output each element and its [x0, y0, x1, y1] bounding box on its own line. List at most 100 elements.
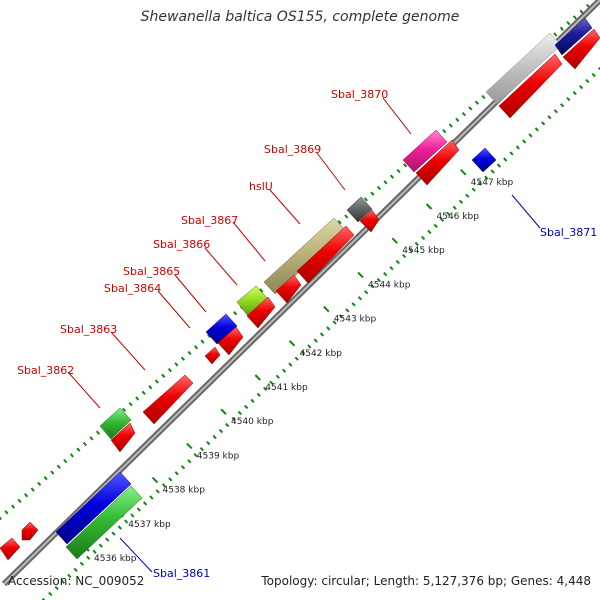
- outer-ring-upper-dash-27: [174, 362, 179, 367]
- outer-ring-lower-dash-11: [111, 531, 116, 536]
- outer-ring-upper-dash-53: [344, 214, 349, 219]
- outer-ring-lower-dash-78: [534, 127, 539, 132]
- kbp-major-tick-9: [391, 237, 399, 244]
- outer-ring-lower-dash-7: [86, 555, 91, 560]
- outer-ring-upper-dash-4: [24, 493, 29, 498]
- outer-ring-upper-dash-25: [161, 373, 166, 378]
- outer-ring-lower-dash-5: [73, 567, 78, 572]
- kbp-tick-marks: [83, 169, 467, 552]
- outer-ring-lower-dash-82: [559, 103, 565, 108]
- outer-ring-lower-dash-3: [60, 579, 66, 584]
- gene-red-hslu[interactable]: [296, 225, 355, 284]
- outer-ring-lower-dash-87: [591, 72, 596, 78]
- gene-label-sbal-3861[interactable]: Sbal_3861: [153, 567, 210, 580]
- outer-ring-upper-dash-26: [167, 367, 172, 373]
- gene-label-sbal-3867[interactable]: Sbal_3867: [181, 214, 238, 227]
- gene-red-3870[interactable]: [415, 139, 460, 186]
- gene-blue-right[interactable]: [471, 147, 497, 173]
- outer-ring-lower-dash-14: [130, 513, 135, 518]
- kbp-major-tick-6: [288, 340, 296, 347]
- leader-sbal-3871: [511, 194, 541, 229]
- gene-blue-small[interactable]: [205, 313, 238, 345]
- gene-label-sbal-3870[interactable]: Sbal_3870: [331, 88, 388, 101]
- outer-ring-lower: [41, 66, 600, 600]
- outer-ring-lower-dash-45: [326, 326, 331, 331]
- gene-label-sbal-3869[interactable]: Sbal_3869: [264, 143, 321, 156]
- outer-ring-upper-dash-56: [363, 197, 368, 202]
- gene-red-3865[interactable]: [217, 326, 244, 356]
- outer-ring-lower-dash-60: [420, 235, 426, 241]
- kbp-label: 4538 kbp: [163, 486, 206, 496]
- outer-ring-lower-dash-4: [67, 573, 72, 578]
- outer-ring-upper-dash-20: [128, 402, 133, 407]
- gene-pink[interactable]: [402, 129, 448, 173]
- map-title: Shewanella baltica OS155, complete genom…: [140, 9, 460, 25]
- gene-gray-small[interactable]: [346, 196, 373, 223]
- outer-ring-upper-dash-58: [376, 185, 381, 191]
- leader-sbal-3870: [382, 97, 412, 135]
- gene-red-3867[interactable]: [275, 274, 302, 304]
- gene-red-3863[interactable]: [142, 374, 194, 425]
- outer-ring-lower-dash-86: [585, 78, 590, 84]
- outer-ring-upper-dash-32: [207, 333, 212, 339]
- outer-ring-upper-dash-31: [200, 339, 205, 344]
- outer-ring-lower-dash-43: [313, 338, 318, 343]
- gene-blue-long[interactable]: [55, 471, 132, 545]
- outer-ring-upper-dash-88: [572, 15, 577, 20]
- outer-ring-lower-dash-88: [597, 66, 600, 71]
- outer-ring-lower-dash-31: [237, 410, 242, 416]
- outer-ring-lower-dash-35: [263, 386, 268, 391]
- outer-ring-lower-dash-53: [376, 278, 381, 283]
- leader-sbal-3864: [157, 290, 191, 329]
- outer-ring-upper-dash-24: [154, 379, 159, 384]
- outer-ring-lower-dash-55: [389, 266, 394, 271]
- outer-ring-upper-dash-52: [337, 220, 342, 225]
- gene-green-small[interactable]: [99, 407, 132, 440]
- gene-label-sbal-3864[interactable]: Sbal_3864: [104, 282, 161, 295]
- outer-ring-lower-dash-68: [471, 187, 476, 192]
- outer-ring-lower-dash-16: [142, 501, 148, 506]
- outer-ring-lower-dash-57: [402, 253, 407, 259]
- gene-red-3866[interactable]: [246, 296, 276, 329]
- gene-label-sbal-3863[interactable]: Sbal_3863: [60, 323, 117, 336]
- gene-red-top-right[interactable]: [562, 28, 600, 70]
- outer-ring-upper-dash-9: [56, 464, 61, 469]
- leader-sbal-3867: [232, 221, 266, 262]
- outer-ring-lower-dash-83: [566, 97, 571, 102]
- gene-label-sbal-3866[interactable]: Sbal_3866: [153, 238, 210, 251]
- outer-ring-lower-dash-21: [174, 471, 179, 476]
- outer-ring-lower-dash-17: [149, 495, 154, 500]
- kbp-major-tick-10: [425, 203, 433, 210]
- kbp-label: 4545 kbp: [402, 246, 445, 256]
- gene-label-sbal-3871[interactable]: Sbal_3871: [540, 226, 597, 239]
- gene-label-hslu[interactable]: hslU: [249, 180, 273, 193]
- outer-ring-upper-dash-59: [383, 180, 388, 185]
- kbp-label: 4546 kbp: [437, 212, 480, 222]
- gene-red-right-long[interactable]: [498, 53, 563, 119]
- gene-red-small-1[interactable]: [21, 521, 39, 541]
- gene-red-3869[interactable]: [359, 209, 380, 233]
- outer-ring-lower-dash-80: [547, 115, 552, 120]
- gene-navy-top[interactable]: [554, 17, 593, 56]
- kbp-major-tick-11: [460, 169, 467, 176]
- kbp-major-tick-4: [220, 408, 227, 415]
- outer-ring-lower-dash-59: [414, 241, 419, 247]
- outer-ring-lower-dash-81: [553, 109, 558, 114]
- gene-red-3862[interactable]: [110, 422, 136, 453]
- gene-green-long[interactable]: [65, 485, 143, 560]
- outer-ring-lower-dash-58: [408, 247, 413, 253]
- outer-ring-lower-dash-10: [105, 537, 110, 542]
- outer-ring-upper-dash-3: [17, 498, 22, 504]
- outer-ring-lower-dash-1: [48, 591, 53, 597]
- leader-sbal-3863: [110, 331, 146, 371]
- outer-ring-upper-dash-30: [193, 345, 199, 350]
- outer-ring-upper-dash-21: [135, 396, 140, 401]
- outer-ring-lower-dash-54: [383, 272, 388, 277]
- gene-red-3864[interactable]: [204, 346, 221, 365]
- gene-label-sbal-3862[interactable]: Sbal_3862: [17, 364, 74, 377]
- gene-label-sbal-3865[interactable]: Sbal_3865: [123, 265, 180, 278]
- outer-ring-lower-dash-41: [300, 350, 306, 355]
- gene-red-edge-left[interactable]: [0, 537, 21, 561]
- outer-ring-lower-dash-23: [187, 459, 192, 464]
